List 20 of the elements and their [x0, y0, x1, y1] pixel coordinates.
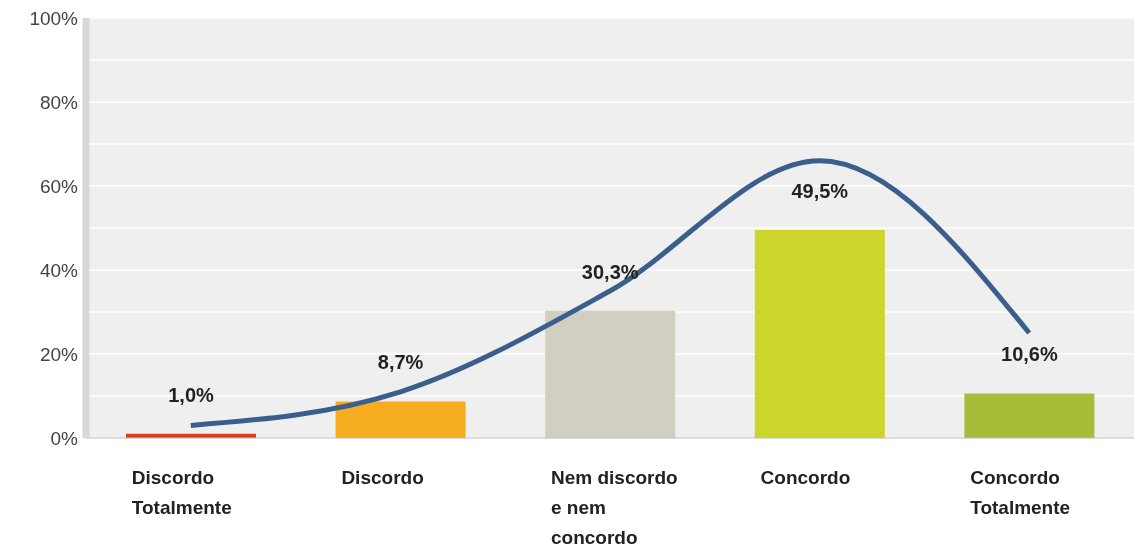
data-label: 10,6% [1001, 343, 1058, 366]
x-tick-label: Discordo [341, 467, 424, 488]
x-tick-label: Discordo Totalmente [131, 467, 232, 518]
data-label: 1,0% [168, 383, 215, 406]
data-label: 30,3% [581, 260, 639, 283]
bar [964, 393, 1095, 438]
x-tick-label: Nem discordo e nem concordo [551, 467, 678, 548]
y-tick-label: 60% [39, 175, 79, 197]
y-tick-label: 20% [39, 343, 79, 365]
y-tick-label: 100% [29, 7, 79, 29]
data-label: 8,7% [377, 351, 424, 374]
data-label: 49,5% [791, 180, 849, 203]
y-tick-label: 40% [39, 259, 79, 281]
y-tick-label: 0% [50, 427, 79, 449]
bar [335, 401, 466, 438]
bar [545, 310, 676, 438]
x-tick-label: Concordo Totalmente [970, 467, 1071, 518]
y-tick-label: 80% [39, 91, 79, 113]
x-tick-label: Concordo [760, 467, 851, 488]
bar [754, 230, 885, 438]
